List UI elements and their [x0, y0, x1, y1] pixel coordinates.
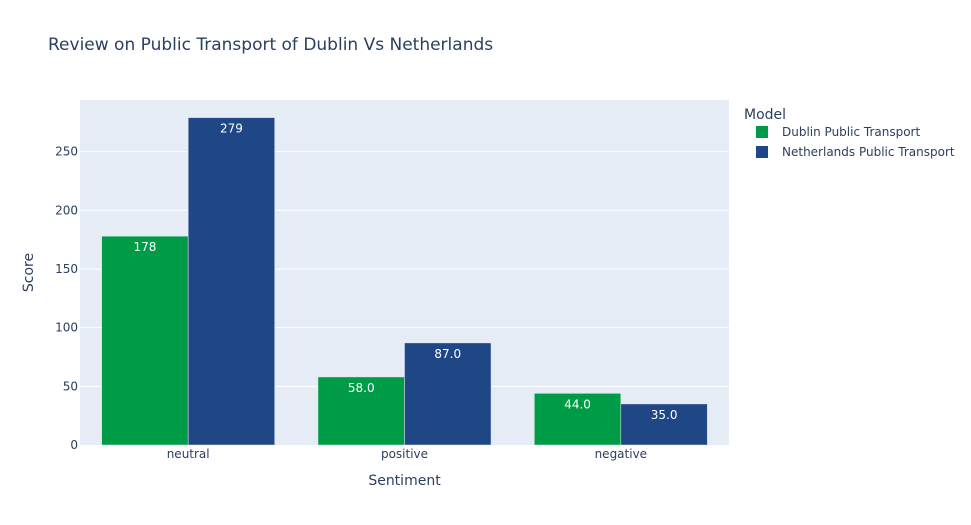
x-tick-label: positive [381, 447, 428, 461]
x-tick-label: negative [595, 447, 647, 461]
bar-value-label: 35.0 [651, 408, 678, 422]
y-axis-title: Score [21, 253, 37, 292]
bar-value-label: 44.0 [564, 397, 591, 411]
x-axis-ticks: neutral positive negative [167, 447, 647, 461]
y-tick-label: 150 [55, 262, 78, 276]
y-tick-label: 50 [63, 379, 78, 393]
bar [404, 342, 492, 446]
x-tick-label: neutral [167, 447, 210, 461]
legend-swatch [756, 126, 768, 138]
legend-swatch [756, 146, 768, 158]
y-tick-label: 0 [70, 438, 78, 452]
legend-item-label: Netherlands Public Transport [782, 145, 955, 159]
bar [101, 235, 189, 446]
legend: Model Dublin Public Transport Netherlands… [744, 107, 955, 159]
bar [620, 403, 708, 446]
bars [101, 117, 708, 446]
bar [187, 117, 275, 446]
bar-value-label: 87.0 [434, 347, 461, 361]
bar-value-label: 58.0 [348, 381, 375, 395]
legend-item-label: Dublin Public Transport [782, 125, 920, 139]
bar [317, 376, 405, 446]
y-tick-label: 200 [55, 203, 78, 217]
chart-title: Review on Public Transport of Dublin Vs … [48, 35, 493, 55]
y-tick-label: 100 [55, 321, 78, 335]
bar-value-label: 178 [133, 240, 156, 254]
y-axis-ticks: 0 50 100 150 200 250 [55, 145, 78, 452]
bar-labels: 178 279 58.0 87.0 44.0 35.0 [133, 122, 677, 422]
bar-value-label: 279 [220, 122, 243, 136]
legend-title: Model [744, 107, 786, 123]
y-tick-label: 250 [55, 145, 78, 159]
x-axis-title: Sentiment [368, 473, 441, 489]
